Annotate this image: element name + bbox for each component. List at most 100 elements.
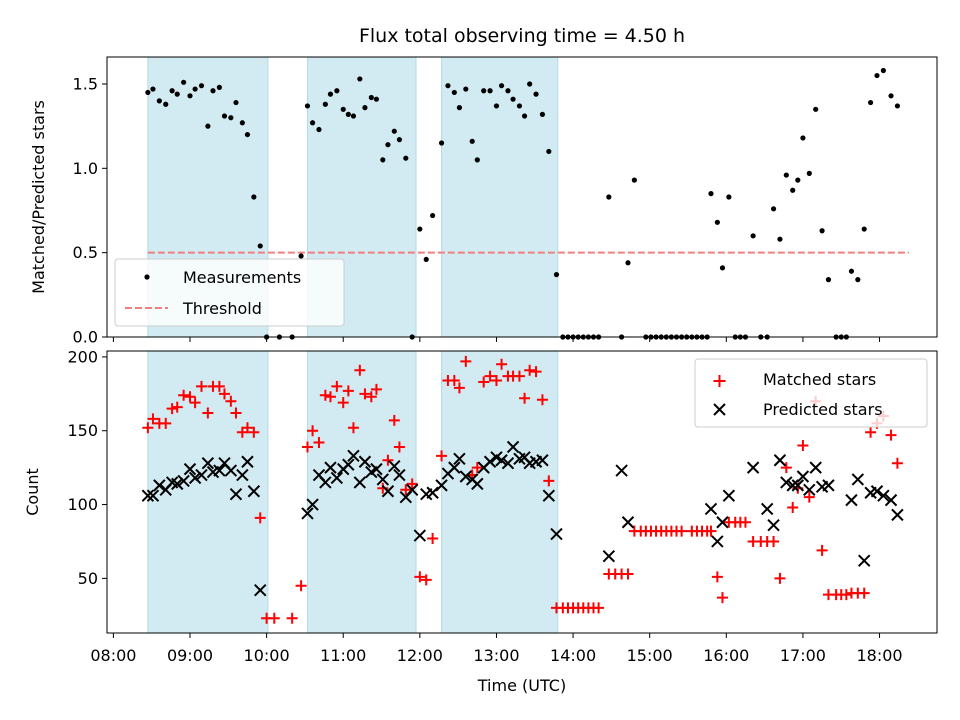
matched-star-point xyxy=(840,589,852,601)
matched-star-point xyxy=(885,429,897,441)
matched-star-point xyxy=(803,491,815,503)
x-tick-label: 08:00 xyxy=(90,646,136,665)
matched-star-point xyxy=(427,533,439,545)
predicted-star-point xyxy=(791,479,805,492)
matched-star-point xyxy=(307,425,319,437)
predicted-star-point xyxy=(459,470,473,483)
measurement-point xyxy=(819,228,825,234)
measurement-point xyxy=(874,72,880,79)
measurement-point xyxy=(516,103,523,109)
predicted-star-point xyxy=(877,489,890,502)
legend-measurements-label: Measurements xyxy=(183,268,301,287)
predicted-star-point xyxy=(602,550,616,563)
predicted-star-point xyxy=(615,464,628,477)
predicted-star-point xyxy=(141,489,155,502)
predicted-star-point xyxy=(426,486,439,499)
matched-star-point xyxy=(780,462,792,474)
measurement-point xyxy=(169,88,175,94)
matched-star-point xyxy=(448,375,460,387)
predicted-star-point xyxy=(405,483,419,496)
measurement-point xyxy=(498,83,505,89)
x-tick-label: 12:00 xyxy=(397,646,443,665)
measurement-point xyxy=(205,123,211,129)
measurement-point xyxy=(848,268,855,274)
measurement-point xyxy=(210,88,216,94)
predicted-star-point xyxy=(448,461,461,474)
predicted-star-point xyxy=(722,489,736,502)
measurement-point xyxy=(631,177,637,183)
measurement-point xyxy=(456,105,463,111)
x-tick-label: 13:00 xyxy=(473,646,519,665)
measurement-point xyxy=(726,194,732,200)
predicted-star-point xyxy=(153,479,166,492)
predicted-star-point xyxy=(773,454,787,467)
measurement-point xyxy=(340,106,346,112)
measurement-point xyxy=(174,91,180,97)
matched-star-point xyxy=(420,574,432,586)
measurement-point xyxy=(445,83,451,89)
measurement-point xyxy=(368,94,374,101)
matched-star-point xyxy=(184,391,196,403)
predicted-star-point xyxy=(851,473,865,486)
measurement-point xyxy=(539,111,546,117)
predicted-star-point xyxy=(188,471,202,485)
observing-windows-bottom xyxy=(147,350,559,634)
measurement-point xyxy=(396,137,403,143)
observing-window xyxy=(147,350,269,634)
count-panel: 50 100 150 200 08:00 09:00 10:00 11:00 12:00 13:… xyxy=(23,347,938,695)
predicted-star-point xyxy=(306,498,319,511)
y-tick-label: 1.5 xyxy=(73,74,98,93)
matched-star-point xyxy=(388,414,400,426)
matched-star-point xyxy=(536,394,548,406)
matched-star-point xyxy=(382,454,394,466)
predicted-star-point xyxy=(621,516,635,529)
legend-threshold-label: Threshold xyxy=(182,299,262,318)
measurement-point xyxy=(487,88,493,94)
predicted-star-point xyxy=(796,470,810,483)
matched-star-point xyxy=(787,502,799,514)
x-tick-label: 14:00 xyxy=(550,646,596,665)
predicted-star-point xyxy=(845,493,858,507)
matched-star-point xyxy=(178,389,190,401)
matched-star-point xyxy=(301,441,313,453)
measurement-point xyxy=(861,226,867,232)
matched-star-point xyxy=(858,587,870,599)
ratio-panel: 0.0 0.5 1.0 1.5 Matched/Predicted stars Mea… xyxy=(29,56,938,347)
matched-star-point xyxy=(241,422,253,434)
y-tick-label: 0.0 xyxy=(73,328,98,347)
predicted-star-point xyxy=(809,461,822,474)
matched-star-point xyxy=(891,457,903,469)
predicted-star-point xyxy=(746,461,760,474)
observing-window xyxy=(441,350,559,634)
measurement-point xyxy=(493,103,500,109)
matched-star-point xyxy=(519,392,531,404)
matched-star-point xyxy=(530,366,542,378)
matched-star-point xyxy=(213,380,225,392)
predicted-star-point xyxy=(495,454,508,467)
predicted-star-point xyxy=(542,489,556,502)
measurement-point xyxy=(334,88,340,94)
matched-star-point xyxy=(478,376,490,388)
measurement-point xyxy=(625,260,631,266)
measurement-point xyxy=(304,103,311,109)
matched-star-point xyxy=(797,439,809,451)
measurement-point xyxy=(708,191,714,197)
predicted-star-point xyxy=(453,452,466,465)
x-tick-label: 11:00 xyxy=(320,646,366,665)
matched-star-point xyxy=(313,437,325,449)
measurement-point xyxy=(813,106,819,112)
predicted-star-point xyxy=(358,455,372,468)
predicted-star-point xyxy=(891,508,904,522)
x-tick-label: 18:00 xyxy=(856,646,902,665)
predicted-star-point xyxy=(780,476,793,489)
matched-star-point xyxy=(705,525,717,537)
measurement-point xyxy=(438,140,445,146)
matched-star-point xyxy=(347,422,359,434)
top-y-axis-label: Matched/Predicted stars xyxy=(29,100,48,294)
bottom-y-axis-label: Count xyxy=(23,468,42,516)
measurement-point xyxy=(546,148,552,155)
predicted-star-point xyxy=(786,479,799,492)
predicted-star-point xyxy=(483,455,497,468)
measurement-points xyxy=(145,67,901,340)
